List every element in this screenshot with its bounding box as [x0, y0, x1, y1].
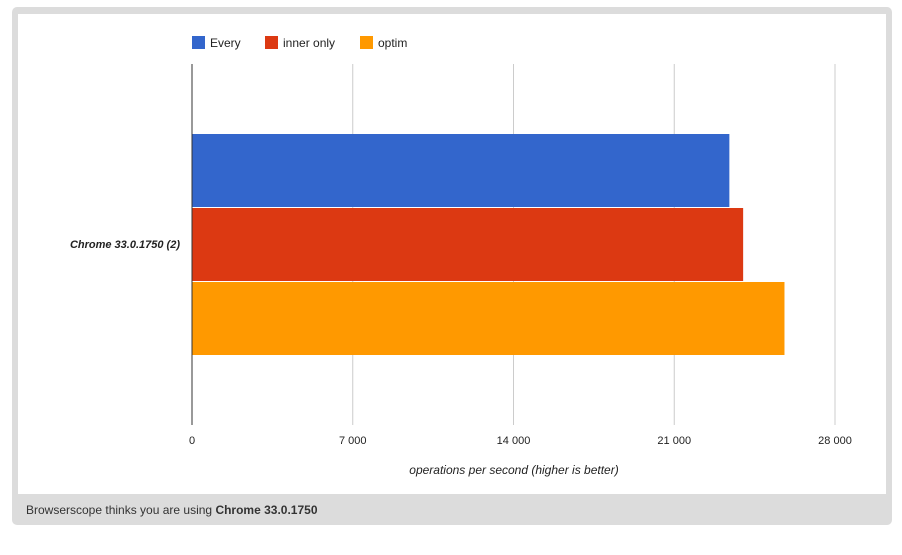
bar-optim[interactable]: [192, 282, 785, 355]
footer-browser: Chrome 33.0.1750: [215, 503, 318, 517]
legend-label: optim: [378, 36, 407, 50]
x-tick-label: 0: [189, 435, 195, 447]
bars: [192, 134, 785, 355]
bar-Every[interactable]: [192, 134, 730, 207]
footer-prefix: Browserscope thinks you are using: [26, 503, 213, 517]
x-axis-label: operations per second (higher is better): [409, 463, 618, 477]
x-tick-label: 7 000: [339, 435, 367, 447]
x-tick-labels: 0 7 000 14 000 21 000 28 000: [189, 435, 852, 447]
legend-swatch: [192, 36, 205, 49]
legend-swatch: [360, 36, 373, 49]
category-label: Chrome 33.0.1750 (2): [70, 239, 180, 251]
legend-label: inner only: [283, 36, 335, 50]
bar-inner-only[interactable]: [192, 208, 744, 281]
legend-swatch: [265, 36, 278, 49]
browser-detection-footer: Browserscope thinks you are using Chrome…: [26, 503, 318, 517]
x-tick-label: 14 000: [497, 435, 531, 447]
x-tick-label: 28 000: [818, 435, 852, 447]
legend: Every inner only optim: [192, 36, 407, 50]
bar-chart: 0 7 000 14 000 21 000 28 000 Every inner only…: [70, 36, 852, 477]
x-tick-label: 21 000: [657, 435, 691, 447]
legend-label: Every: [210, 36, 241, 50]
